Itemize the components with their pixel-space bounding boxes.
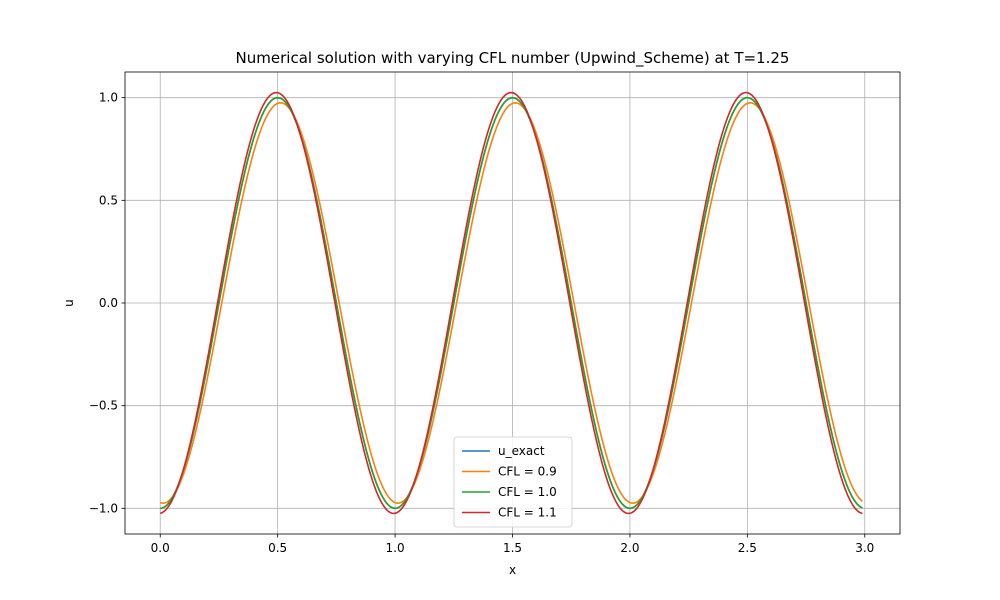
series-line-3 bbox=[159, 91, 863, 515]
x-tick-label: 3.0 bbox=[855, 541, 874, 555]
y-tick-label: 0.0 bbox=[99, 296, 118, 310]
x-tick-label: 1.0 bbox=[386, 541, 405, 555]
axis-ticks: 0.0 0.5 1.0 1.5 2.0 2.5 3.0 −1.0 −0.5 0.0 0.5 1.0 bbox=[89, 91, 874, 555]
x-tick-label: 2.5 bbox=[738, 541, 757, 555]
legend-label: CFL = 1.0 bbox=[498, 485, 557, 499]
y-tick-label: −0.5 bbox=[89, 399, 118, 413]
x-tick-label: 0.0 bbox=[151, 541, 170, 555]
x-tick-label: 1.5 bbox=[503, 541, 522, 555]
x-tick-label: 2.0 bbox=[620, 541, 639, 555]
series-lines bbox=[159, 91, 863, 515]
y-axis-label: u bbox=[62, 299, 76, 307]
x-tick-label: 0.5 bbox=[268, 541, 287, 555]
y-tick-label: −1.0 bbox=[89, 501, 118, 515]
legend-label: u_exact bbox=[498, 444, 545, 458]
x-axis-label: x bbox=[509, 563, 516, 577]
legend-label: CFL = 0.9 bbox=[498, 465, 557, 479]
series-line-1 bbox=[160, 101, 863, 504]
chart-title: Numerical solution with varying CFL numb… bbox=[236, 49, 790, 68]
grid bbox=[125, 72, 900, 534]
y-tick-label: 0.5 bbox=[99, 193, 118, 207]
series-line-2 bbox=[160, 96, 863, 510]
legend: u_exact CFL = 0.9 CFL = 1.0 CFL = 1.1 bbox=[453, 436, 573, 528]
y-tick-label: 1.0 bbox=[99, 91, 118, 105]
legend-box bbox=[453, 436, 573, 528]
legend-label: CFL = 1.1 bbox=[498, 506, 557, 520]
